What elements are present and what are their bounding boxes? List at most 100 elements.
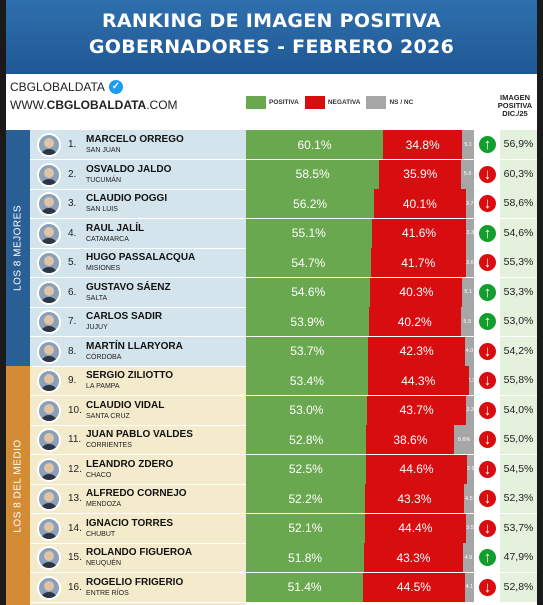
arrow-down-icon: ↓ (477, 576, 498, 598)
bar-segment-negative: 40.1% (374, 189, 466, 219)
previous-value: 60,3% (500, 159, 537, 189)
arrow-down-icon: ↓ (477, 488, 498, 509)
governor-row: 8. MARTÍN LLARYORA CÓRDOBA 53.7% 42.3% 4.0 ↓ 54… (30, 336, 537, 366)
bar-segment-negative: 44.3% (367, 366, 469, 396)
rank-number: 6. (68, 286, 77, 298)
title-banner: RANKING DE IMAGEN POSITIVA GOBERNADORES … (6, 0, 537, 74)
province-name: SALTA (86, 294, 108, 302)
previous-value: 53,0% (500, 307, 537, 337)
bar-segment-negative: 34.8% (383, 130, 463, 160)
governor-row: 5. HUGO PASSALACQUA MISIONES 54.7% 41.7% 3.6 ↓… (30, 248, 537, 278)
bar-segment-ns: 3.3 (466, 395, 474, 425)
previous-value: 58,6% (500, 189, 537, 219)
governor-name: HUGO PASSALACQUA (86, 252, 196, 263)
brand-block: CBGLOBALDATA ✓ WWW. CBGLOBALDATA .COM (10, 80, 178, 112)
bar-segment-negative: 41.7% (370, 248, 466, 278)
province-name: CATAMARCA (86, 235, 129, 243)
legend-label-ns: NS / NC (389, 99, 414, 106)
section-label-best-text: LOS 8 MEJORES (12, 205, 24, 291)
bar-segment-positive: 52.2% (246, 484, 366, 514)
site-prefix: WWW. (10, 98, 47, 112)
province-name: JUJUY (86, 324, 108, 331)
bar-segment-negative: 40.2% (368, 307, 461, 337)
legend-swatch-negative (304, 96, 325, 109)
chart-legend: POSITIVA NEGATIVA NS / NC (246, 96, 413, 109)
rank-number: 8. (68, 345, 77, 357)
stacked-bar: 51.8% 43.3% 4.9 (246, 543, 474, 573)
province-name: MISIONES (86, 265, 121, 272)
title-line-2: GOBERNADORES - FEBRERO 2026 (88, 36, 455, 58)
province-name: LA PAMPA (86, 383, 120, 390)
governor-photo (37, 457, 61, 482)
previous-value: 53,3% (500, 277, 537, 307)
previous-value: 54,2% (500, 336, 537, 366)
stacked-bar: 54.7% 41.7% 3.6 (246, 248, 474, 278)
governor-name: MARCELO ORREGO (86, 134, 184, 145)
bar-segment-ns: 2.9 (467, 454, 474, 484)
province-name: CÓRDOBA (86, 353, 122, 361)
previous-value: 55,0% (500, 425, 537, 455)
governor-row: 4. RAUL JALÍL CATAMARCA 55.1% 41.6% 3.3 ↑ 54,6% (30, 218, 537, 248)
governor-photo (37, 516, 61, 541)
governor-row: 16. ROGELIO FRIGERIO ENTRE RÍOS 51.4% 44.5% 4… (30, 572, 537, 602)
province-name: SAN JUAN (86, 147, 121, 154)
arrow-down-icon: ↓ (477, 252, 498, 273)
governor-photo (37, 339, 61, 364)
bar-segment-positive: 51.4% (246, 572, 364, 602)
governor-photo (37, 575, 61, 600)
previous-column-header: IMAGEN POSITIVA DIC./25 (497, 93, 533, 118)
bar-segment-negative: 44.6% (365, 454, 468, 484)
stacked-bar: 52.5% 44.6% 2.9 (246, 454, 474, 484)
legend-swatch-positive (246, 96, 266, 109)
stacked-bar: 53.4% 44.3% 2.3 (246, 366, 474, 396)
stacked-bar: 56.2% 40.1% 3.7 (246, 189, 474, 219)
province-name: CHACO (86, 471, 112, 479)
site-suffix: .COM (146, 98, 178, 112)
previous-value: 52,8% (500, 572, 537, 602)
bar-segment-positive: 51.8% (246, 543, 365, 573)
stacked-bar: 54.6% 40.3% 5.1 (246, 277, 474, 307)
governor-photo (37, 428, 61, 452)
arrow-up-icon: ↑ (477, 311, 498, 332)
bar-segment-ns: 3.6 (465, 248, 474, 278)
governor-name: RAUL JALÍL (86, 222, 145, 234)
province-name: CHUBUT (86, 530, 116, 538)
brand-name: CBGLOBALDATA ✓ (10, 80, 178, 94)
governor-row: 6. GUSTAVO SÁENZ SALTA 54.6% 40.3% 5.1 ↑ 53,3% (30, 277, 537, 307)
governor-photo (37, 546, 61, 570)
arrow-down-icon: ↓ (477, 340, 498, 362)
arrow-down-icon: ↓ (477, 399, 498, 421)
title-line-1: RANKING DE IMAGEN POSITIVA (101, 10, 442, 32)
previous-value: 54,6% (500, 218, 537, 248)
governor-photo (37, 192, 61, 216)
stacked-bar: 60.1% 34.8% 5.1 (246, 130, 474, 160)
bar-segment-ns: 5.1 (462, 130, 474, 160)
province-name: ENTRE RÍOS (86, 589, 129, 597)
arrow-up-icon: ↑ (477, 281, 498, 303)
governor-row: 13. ALFREDO CORNEJO MENDOZA 52.2% 43.3% 4.5 ↓ 5… (30, 484, 537, 514)
governor-photo (37, 251, 61, 275)
section-label-middle: LOS 8 DEL MEDIO (6, 366, 30, 605)
governor-name: SERGIO ZILIOTTO (86, 370, 174, 381)
governor-photo (37, 162, 61, 187)
brand-name-text: CBGLOBALDATA (10, 80, 105, 94)
stacked-bar: 51.4% 44.5% 4.1 (246, 572, 474, 602)
governor-row: 14. IGNACIO TORRES CHUBUT 52.1% 44.4% 3.5 ↓ 53,… (30, 513, 537, 543)
arrow-down-icon: ↓ (477, 163, 498, 185)
stacked-bar: 58.5% 35.9% 5.6 (246, 159, 474, 189)
province-name: MENDOZA (86, 501, 121, 508)
bar-segment-ns: 5.9 (460, 307, 474, 337)
governor-name: CLAUDIO POGGI (86, 193, 168, 204)
province-name: SANTA CRUZ (86, 412, 130, 420)
bar-segment-positive: 52.8% (246, 425, 367, 455)
bar-segment-positive: 53.9% (246, 307, 369, 337)
verified-check-icon: ✓ (108, 80, 123, 94)
stacked-bar: 55.1% 41.6% 3.3 (246, 218, 474, 248)
rank-number: 15. (68, 552, 82, 563)
governor-row: 11. JUAN PABLO VALDES CORRIENTES 52.8% 38.6%… (30, 425, 537, 455)
previous-value: 54,0% (500, 395, 537, 425)
governor-photo (37, 369, 61, 393)
arrow-down-icon: ↓ (477, 458, 498, 480)
legend-item-positive: POSITIVA (246, 96, 299, 109)
rank-number: 5. (68, 257, 77, 268)
